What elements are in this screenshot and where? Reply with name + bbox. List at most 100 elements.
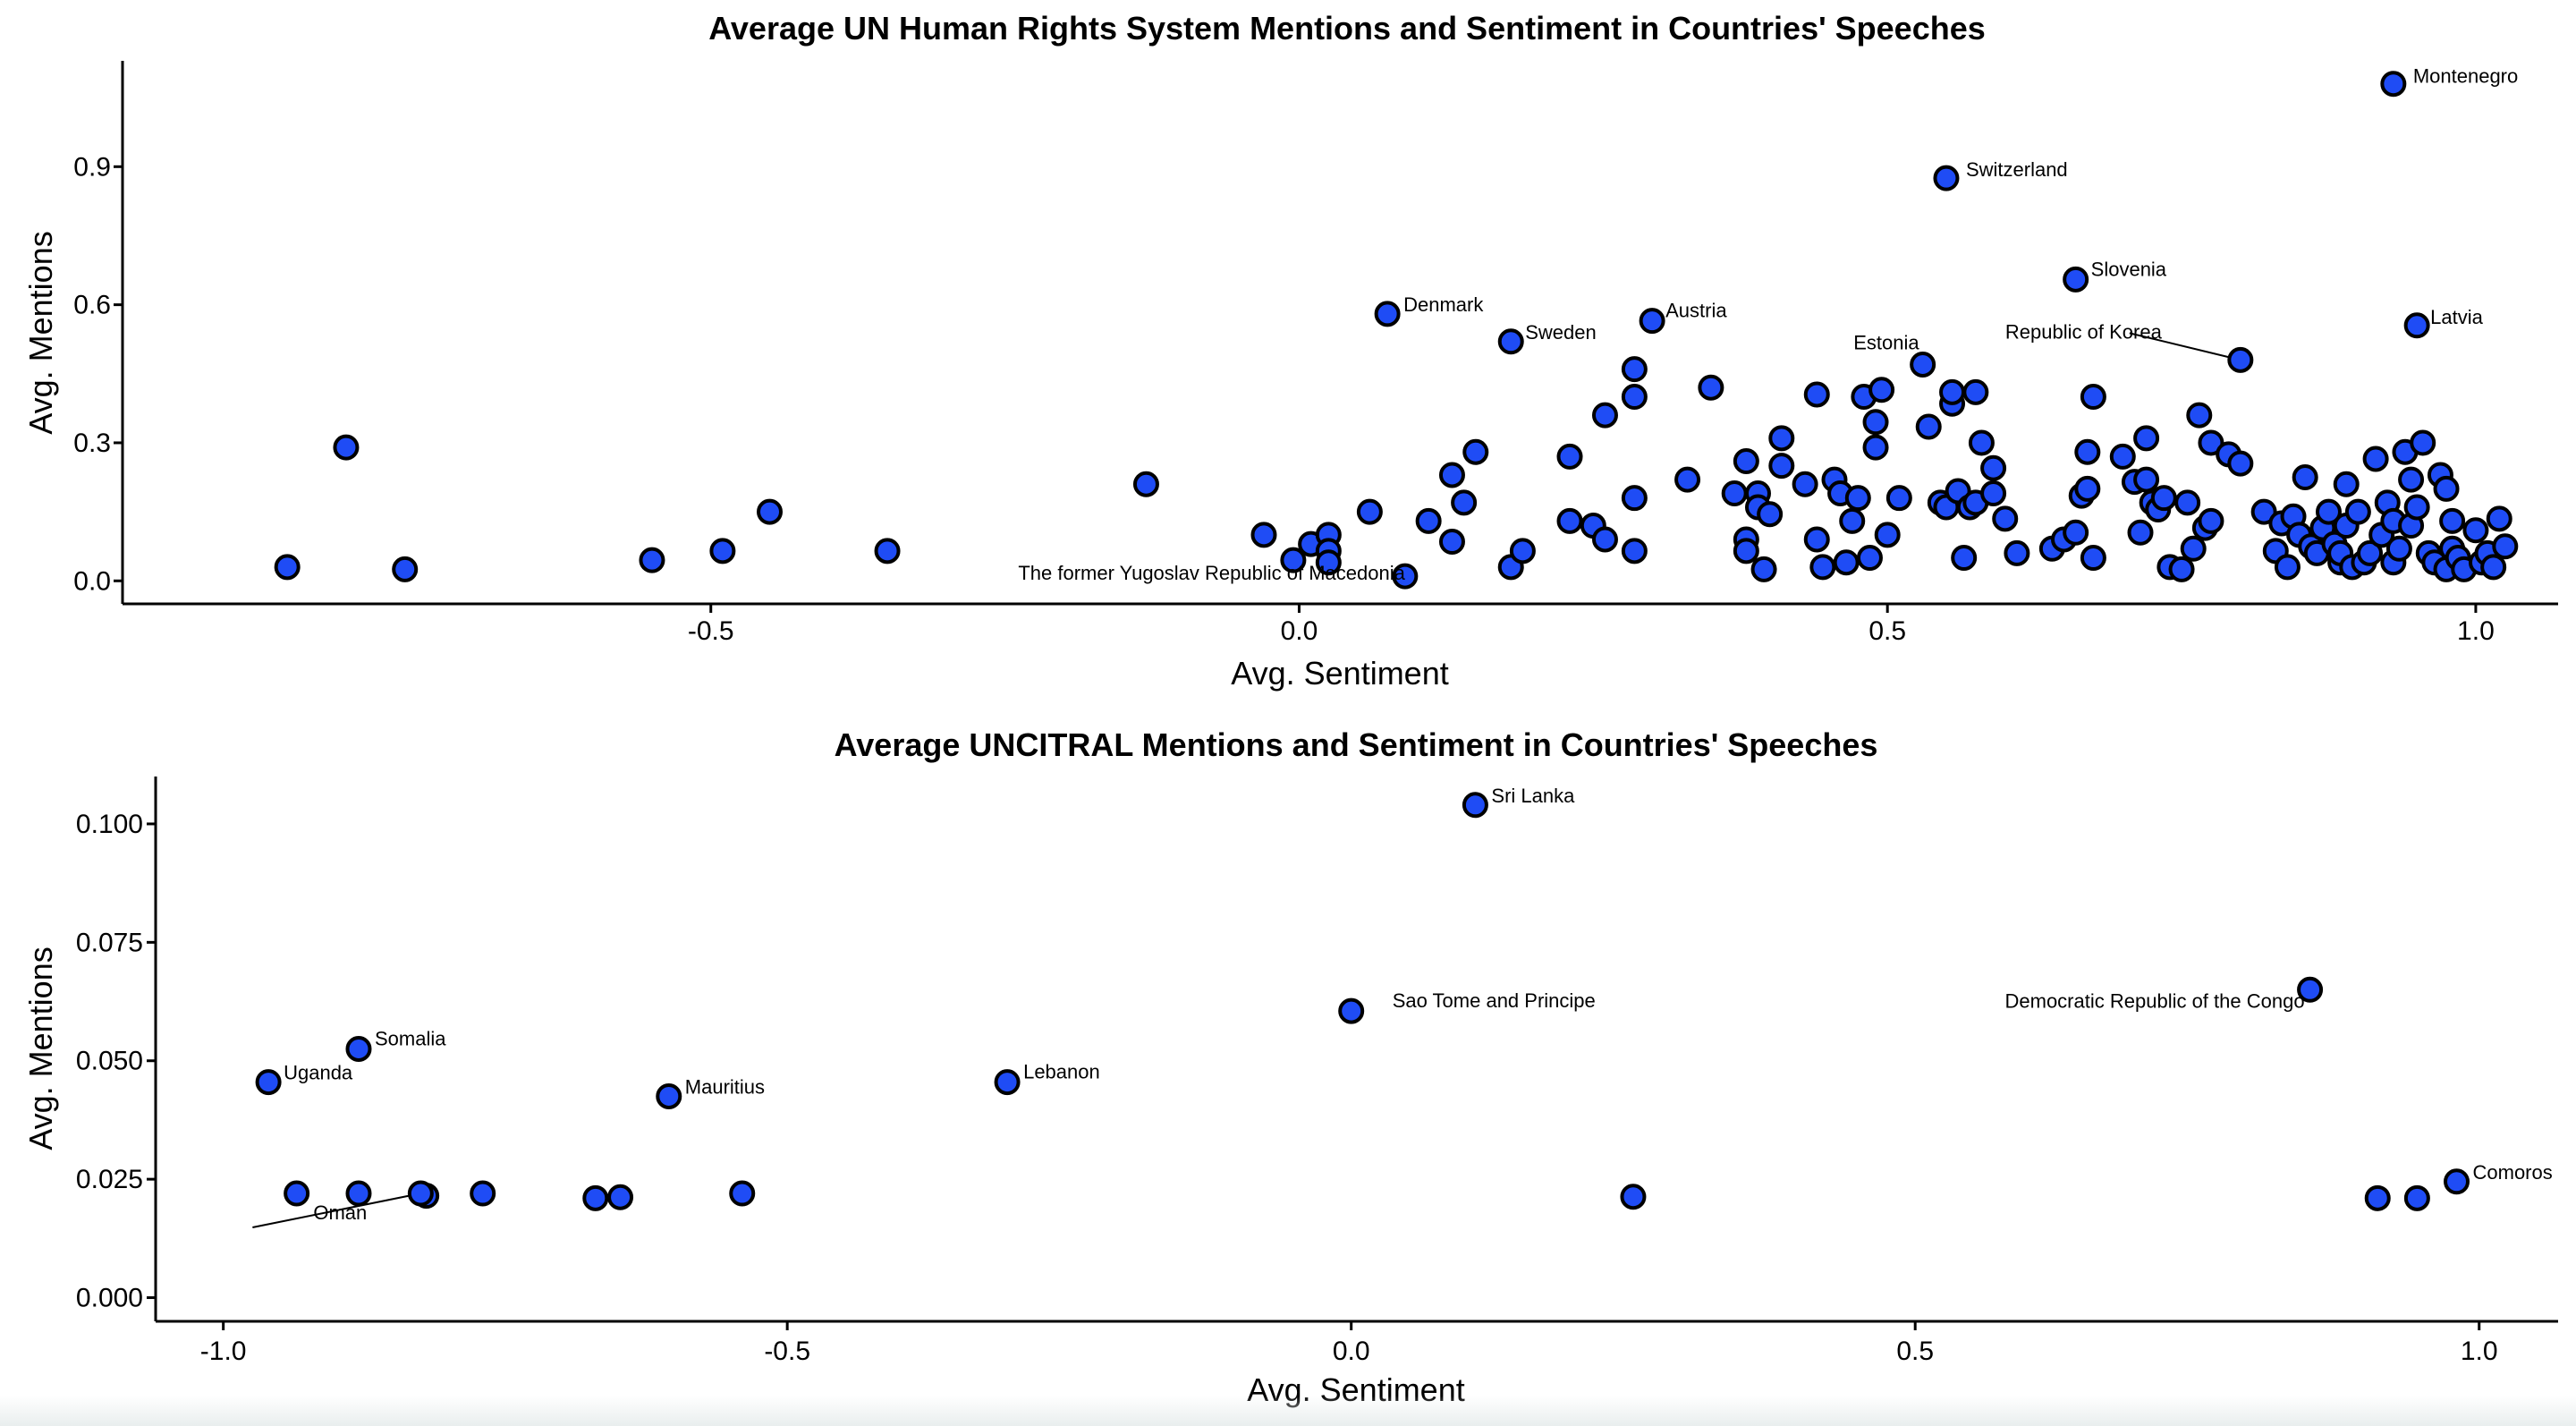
data-point — [1910, 352, 1936, 378]
point-label: Latvia — [2430, 306, 2483, 328]
data-point — [2398, 466, 2425, 493]
y-axis-ticks: 0.0 0.3 0.6 0.9 — [73, 152, 123, 596]
data-point — [2403, 1184, 2430, 1211]
data-point — [1933, 165, 1960, 191]
point-label: Sao Tome and Principe — [1393, 989, 1596, 1012]
data-point — [2198, 429, 2224, 456]
data-point — [1862, 409, 1889, 436]
data-point — [2344, 498, 2371, 525]
data-point — [345, 1180, 372, 1207]
data-point — [1620, 1184, 1647, 1210]
data-point — [2486, 505, 2512, 532]
point-label: Lebanon — [1023, 1061, 1100, 1083]
y-tick-label: 0.025 — [76, 1165, 143, 1194]
x-axis-ticks: -0.5 0.0 0.5 1.0 — [688, 604, 2495, 646]
data-point — [2227, 450, 2254, 477]
data-point — [284, 1180, 310, 1207]
data-point — [1338, 997, 1365, 1024]
y-tick-label: 0.075 — [76, 928, 143, 957]
data-point — [1451, 489, 1478, 516]
data-point — [2333, 471, 2360, 497]
data-point — [656, 1082, 682, 1109]
data-point — [2292, 464, 2318, 491]
data-point — [1862, 434, 1889, 461]
chart-title: Average UN Human Rights System Mentions … — [708, 10, 1986, 47]
data-point — [1733, 538, 1759, 564]
data-point — [1462, 792, 1488, 819]
data-point — [2080, 545, 2106, 572]
data-point — [333, 434, 360, 461]
x-tick-label: -0.5 — [688, 616, 734, 646]
data-point — [2127, 519, 2154, 546]
data-point — [1992, 505, 2019, 532]
data-point — [470, 1180, 496, 1207]
data-point — [2150, 485, 2177, 512]
data-point — [1415, 507, 1442, 534]
data-point — [407, 1180, 434, 1207]
data-point — [1839, 507, 1866, 534]
data-point — [2380, 71, 2407, 98]
data-point — [2186, 402, 2213, 429]
y-tick-label: 0.0 — [73, 566, 111, 596]
data-point — [709, 538, 736, 564]
data-point — [1939, 378, 1966, 405]
data-point — [1639, 308, 1665, 335]
data-point — [1951, 545, 1978, 572]
data-point — [1968, 429, 1995, 456]
data-point — [1856, 545, 1883, 572]
x-tick-label: 0.0 — [1281, 616, 1318, 646]
point-label: Uganda — [284, 1062, 353, 1084]
data-point — [994, 1069, 1021, 1096]
data-point — [1768, 453, 1795, 480]
data-point — [639, 547, 665, 573]
data-point — [2250, 498, 2277, 525]
data-point — [1803, 526, 1830, 553]
data-point — [1509, 538, 1536, 564]
data-point — [1556, 507, 1583, 534]
data-point — [607, 1184, 634, 1210]
point-label: Sri Lanka — [1491, 785, 1575, 807]
data-point — [1392, 563, 1419, 590]
data-point — [1980, 454, 2007, 481]
x-tick-label: -0.5 — [764, 1337, 810, 1366]
point-label: Republic of Korea — [2005, 320, 2163, 343]
data-points — [274, 71, 2519, 590]
data-point — [1374, 301, 1401, 327]
data-point — [2444, 1168, 2470, 1195]
data-point — [1750, 556, 1777, 582]
data-point — [2063, 519, 2089, 546]
data-point — [1792, 471, 1818, 497]
y-tick-label: 0.3 — [73, 429, 111, 458]
data-point — [1621, 485, 1648, 512]
point-labels: Sri Lanka Sao Tome and Principe Democratic… — [284, 785, 2553, 1224]
data-point — [2357, 539, 2384, 566]
point-label: Oman — [313, 1201, 367, 1224]
data-point — [2480, 554, 2507, 581]
data-point — [1556, 443, 1583, 470]
data-point — [1315, 549, 1342, 576]
data-point — [729, 1180, 756, 1207]
data-point — [2403, 494, 2430, 521]
data-point — [1438, 462, 1465, 488]
data-point — [2198, 507, 2224, 534]
data-point — [1621, 384, 1648, 411]
x-tick-label: 0.5 — [1896, 1337, 1934, 1366]
data-point — [2133, 425, 2160, 452]
y-axis-ticks: 0.000 0.025 0.050 0.075 0.100 — [76, 810, 156, 1313]
x-axis-label: Avg. Sentiment — [1231, 655, 1448, 692]
point-label: Estonia — [1853, 332, 1919, 354]
point-label: Sweden — [1525, 321, 1597, 344]
data-point — [2315, 498, 2342, 525]
data-point — [2063, 266, 2089, 293]
data-point — [1803, 381, 1830, 408]
data-point — [2080, 384, 2106, 411]
data-point — [2362, 446, 2389, 472]
data-point — [2168, 556, 2195, 582]
data-point — [2174, 489, 2201, 516]
data-point — [1733, 448, 1759, 475]
chart-panel-uncitral: Average UNCITRAL Mentions and Sentiment … — [22, 726, 2558, 1408]
data-point — [1868, 377, 1895, 403]
point-label: Mauritius — [685, 1075, 765, 1098]
point-label: Slovenia — [2091, 258, 2167, 280]
y-tick-label: 0.000 — [76, 1284, 143, 1313]
